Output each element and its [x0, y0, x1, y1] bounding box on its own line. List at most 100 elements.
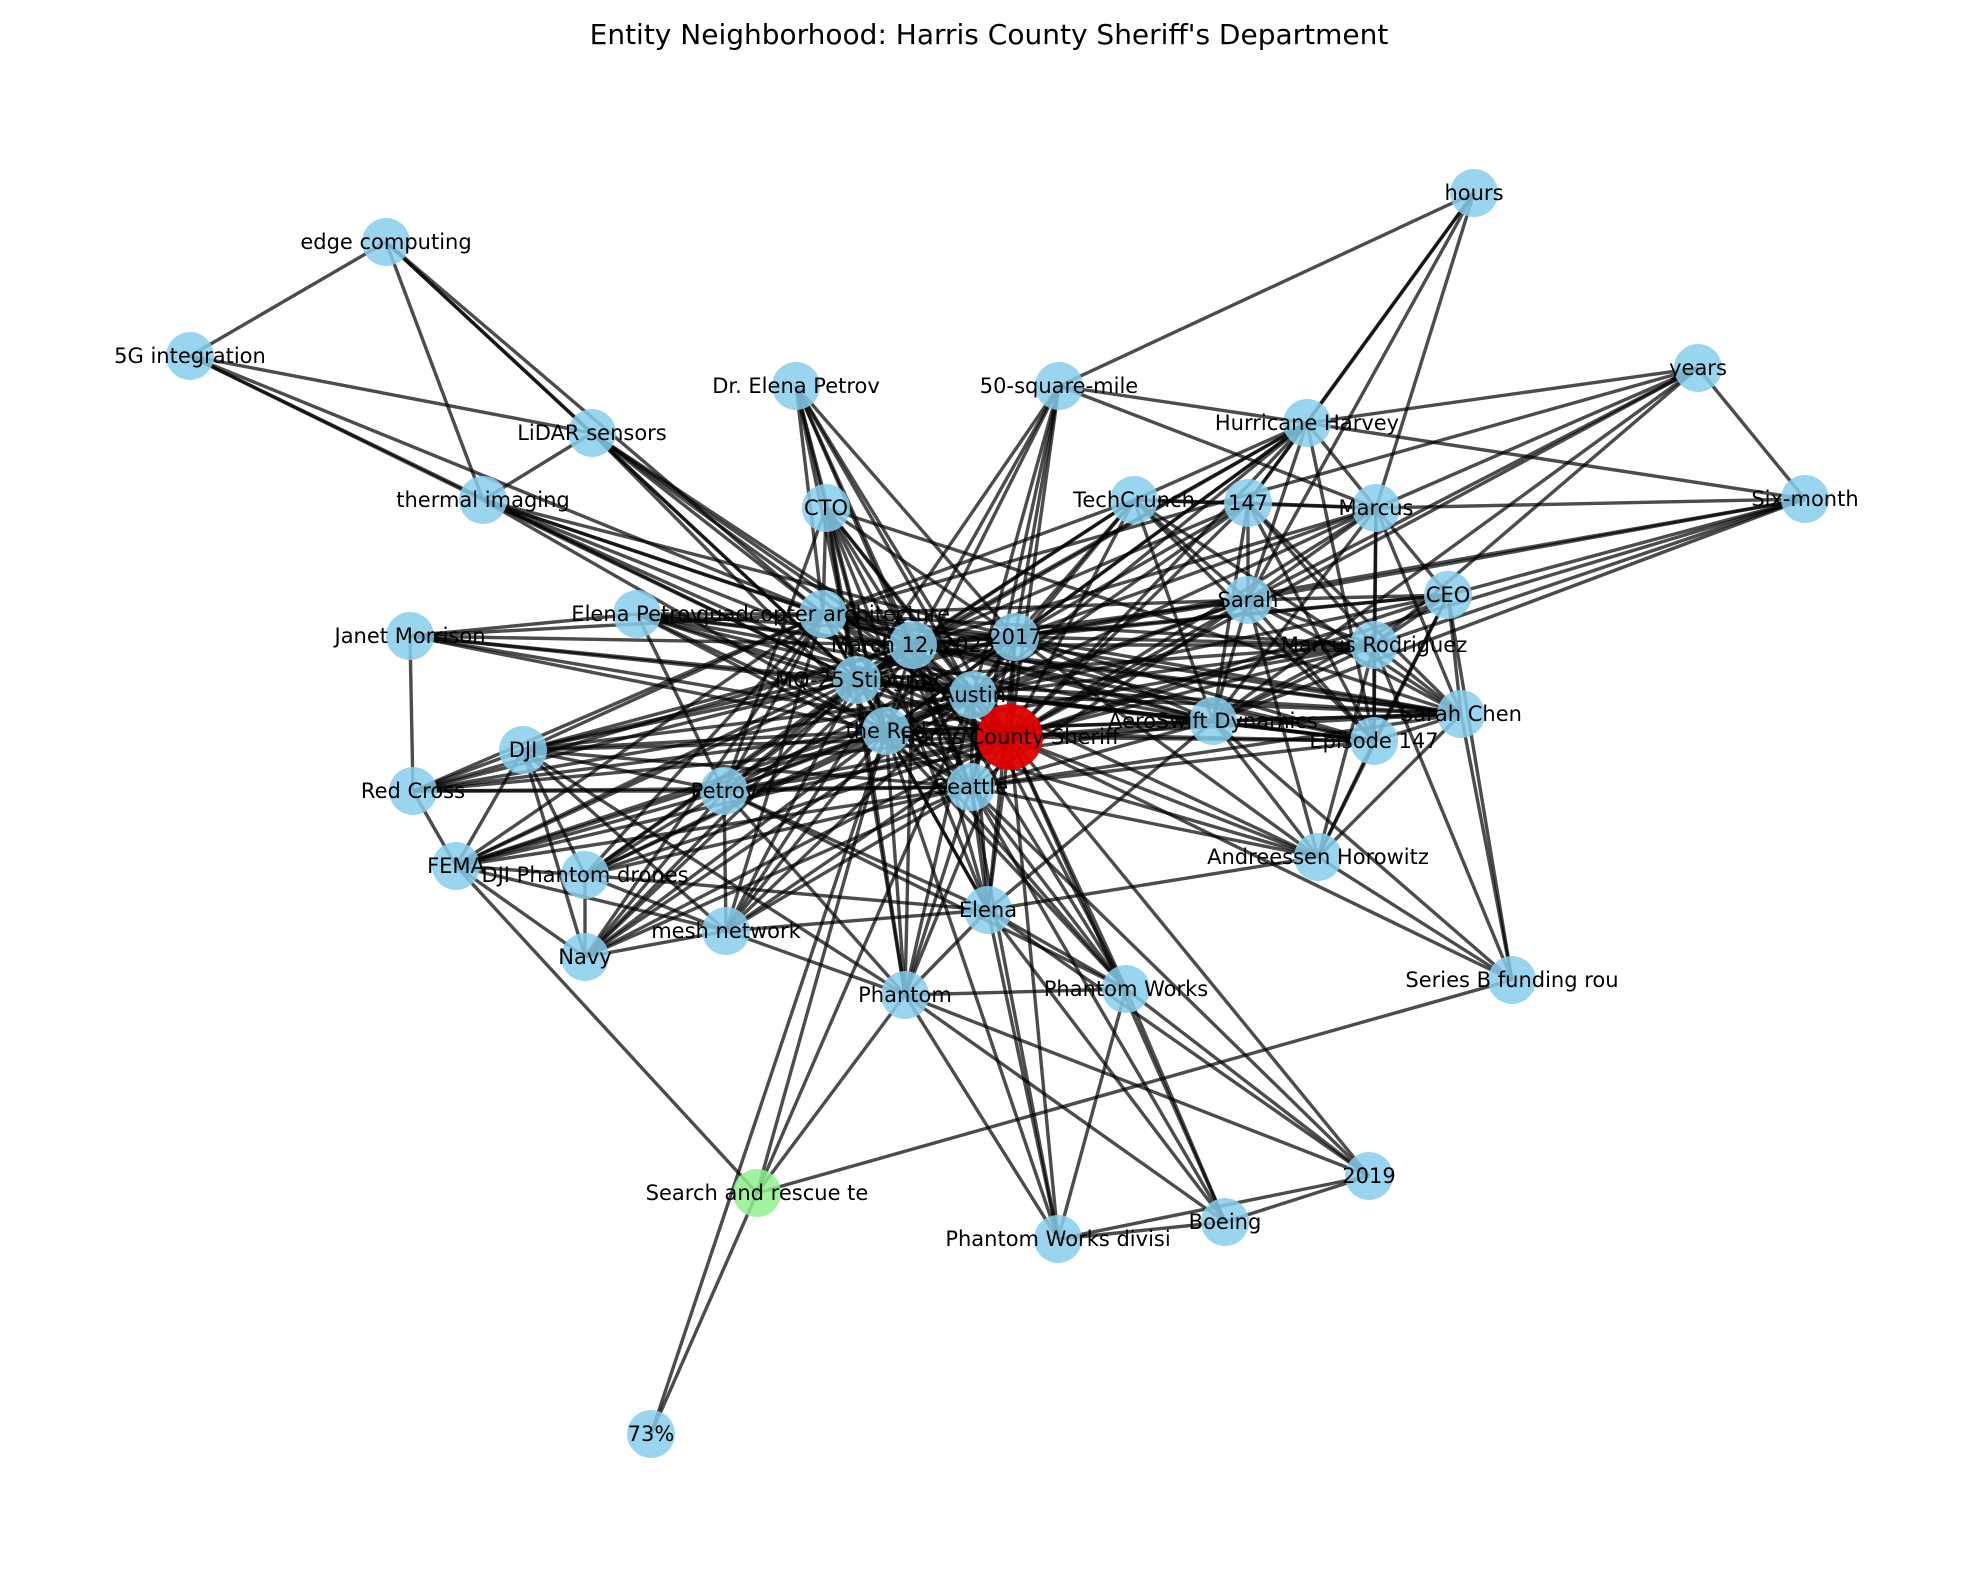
node-fema[interactable]: [432, 842, 480, 890]
edge-mesh-phantom: [725, 929, 906, 997]
node-label-years: years: [1669, 356, 1727, 380]
node-a16z[interactable]: [1294, 833, 1342, 881]
node-seattle[interactable]: [947, 763, 995, 811]
node-sar[interactable]: [733, 1169, 781, 1217]
edge-harris-seriesb: [1009, 735, 1513, 982]
edge-techcrunch-sarah: [1132, 498, 1250, 602]
node-label-ep147: Episode 147: [1309, 729, 1438, 753]
node-schen[interactable]: [1437, 690, 1485, 738]
node-thermal[interactable]: [459, 476, 507, 524]
node-label-mq25: MQ-25 Stingray: [775, 668, 939, 692]
edge-lidar-mq25: [590, 431, 859, 682]
node-cto[interactable]: [802, 484, 850, 532]
node-years[interactable]: [1674, 344, 1722, 392]
edge-petrov-navy: [583, 789, 726, 959]
node-5g[interactable]: [166, 332, 214, 380]
node-ceo[interactable]: [1424, 571, 1472, 619]
node-n147[interactable]: [1224, 479, 1272, 527]
node-label-harris: Harris County Sheriff: [901, 725, 1121, 749]
edge-elena-pwdiv: [986, 909, 1060, 1240]
edge-petrov-phantom: [722, 789, 907, 997]
node-petrovdr[interactable]: [772, 362, 820, 410]
node-label-sar: Search and rescue te: [646, 1181, 869, 1205]
edge-sixmonth-aerosw: [1212, 497, 1806, 723]
edge-sar-fema: [454, 864, 759, 1195]
node-sixmonth[interactable]: [1781, 475, 1829, 523]
node-phantom[interactable]: [881, 971, 929, 1019]
node-y2019[interactable]: [1345, 1152, 1393, 1200]
edge-sar-thered: [755, 730, 888, 1194]
node-techcrunch[interactable]: [1110, 476, 1158, 524]
node-label-y2019: 2019: [1342, 1164, 1395, 1188]
edge-janet-redcross: [408, 635, 415, 792]
node-50sq[interactable]: [1035, 362, 1083, 410]
node-harris[interactable]: [977, 704, 1043, 770]
node-thered[interactable]: [862, 707, 910, 755]
edge-mq25-navy: [583, 678, 859, 959]
node-label-seriesb: Series B funding rou: [1405, 968, 1618, 992]
node-mesh[interactable]: [702, 907, 750, 955]
node-label-petrov: Petrov: [691, 779, 758, 803]
node-mrodriguez[interactable]: [1350, 621, 1398, 669]
edge-dji-petrov: [522, 748, 725, 793]
node-redcross[interactable]: [389, 767, 437, 815]
node-mq25[interactable]: [833, 656, 881, 704]
node-seriesb[interactable]: [1488, 956, 1536, 1004]
node-boeing[interactable]: [1201, 1198, 1249, 1246]
node-label-austin: Austin: [940, 683, 1006, 707]
node-djiphantom[interactable]: [561, 851, 609, 899]
node-aerosw[interactable]: [1189, 697, 1237, 745]
node-elena[interactable]: [964, 886, 1012, 934]
edge-harris-y2019: [1008, 735, 1371, 1178]
edge-seriesb-a16z: [1317, 855, 1513, 982]
node-pwdiv[interactable]: [1034, 1215, 1082, 1263]
node-austin[interactable]: [949, 671, 997, 719]
edge-quad-mrodriguez: [822, 612, 1375, 647]
node-y2017[interactable]: [991, 613, 1039, 661]
node-ep147[interactable]: [1350, 717, 1398, 765]
node-sarah[interactable]: [1224, 576, 1272, 624]
edge-austin-phantom: [903, 694, 975, 996]
edge-sar-p73: [649, 1192, 759, 1435]
node-elenapet[interactable]: [613, 590, 661, 638]
edge-mrodriguez-seriesb: [1372, 644, 1514, 981]
node-lidar[interactable]: [568, 409, 616, 457]
edge-seattle-y2019: [969, 785, 1371, 1178]
edge-seattle-phantomworks: [969, 785, 1128, 991]
node-janet[interactable]: [386, 612, 434, 660]
edge-50sq-marcus: [1058, 384, 1377, 510]
edge-cto-elena: [824, 507, 990, 911]
edge-janet-march: [409, 634, 914, 647]
node-harvey[interactable]: [1283, 399, 1331, 447]
node-quad[interactable]: [799, 590, 847, 638]
edge-marcus-sarah: [1247, 506, 1377, 602]
node-marcus[interactable]: [1352, 484, 1400, 532]
edge-seattle-phantom: [903, 786, 973, 996]
node-label-harvey: Hurricane Harvey: [1215, 411, 1399, 435]
edge-thermal-mq25: [482, 498, 858, 682]
node-edge[interactable]: [362, 218, 410, 266]
edge-years-harvey: [1306, 366, 1699, 425]
edge-sarah-ceo: [1247, 593, 1449, 602]
graph-title: Entity Neighborhood: Harris County Sheri…: [590, 18, 1389, 51]
node-march[interactable]: [889, 621, 937, 669]
edge-boeing-pwdiv: [1057, 1220, 1226, 1241]
node-phantomworks[interactable]: [1102, 965, 1150, 1013]
node-label-march: March 12, 2023: [831, 633, 995, 657]
edge-sar-austin: [755, 694, 975, 1194]
edge-fema-mesh: [455, 864, 727, 933]
edge-elenapet-petrov: [635, 613, 726, 792]
edge-harvey-techcrunch: [1133, 421, 1308, 502]
node-label-edge: edge computing: [300, 230, 471, 254]
edge-quad-redcross: [412, 612, 824, 793]
node-p73[interactable]: [627, 1410, 675, 1458]
node-petrov[interactable]: [700, 767, 748, 815]
node-label-fema: FEMA: [427, 854, 485, 878]
edge-harris-pwdiv: [1008, 736, 1060, 1240]
node-hours[interactable]: [1450, 169, 1498, 217]
node-navy[interactable]: [561, 933, 609, 981]
node-dji[interactable]: [499, 726, 547, 774]
edge-phantomworks-pwdiv: [1056, 988, 1128, 1240]
node-label-navy: Navy: [558, 945, 611, 969]
edge-edge-thermal: [384, 241, 485, 501]
